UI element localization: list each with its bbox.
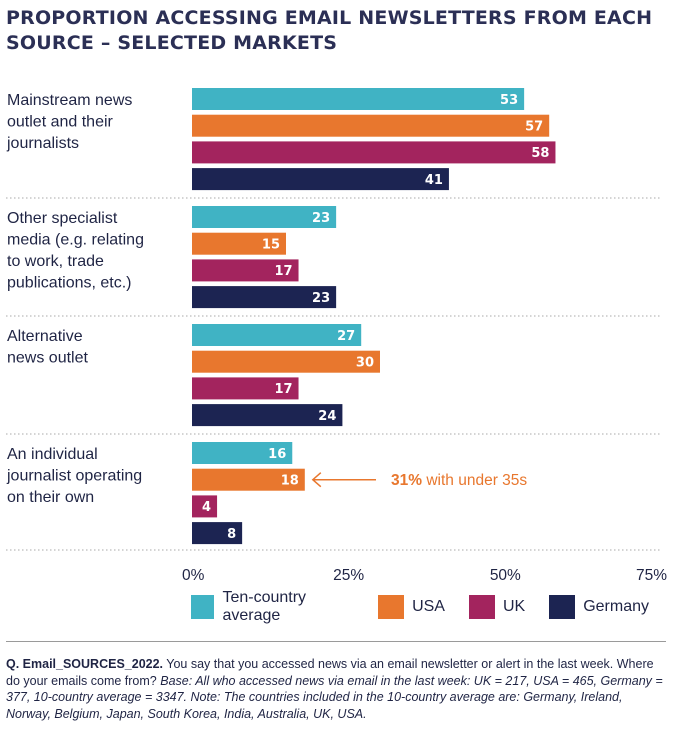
legend-swatch bbox=[549, 595, 576, 619]
question-id: Q. Email_SOURCES_2022. bbox=[6, 657, 164, 671]
bar-value-label: 41 bbox=[425, 173, 443, 188]
bar bbox=[192, 232, 286, 255]
bar-value-label: 8 bbox=[227, 527, 236, 542]
x-tick-label: 75% bbox=[636, 567, 667, 584]
footnote: Q. Email_SOURCES_2022. You say that you … bbox=[6, 656, 668, 722]
bar-value-label: 23 bbox=[312, 291, 330, 306]
bar-value-label: 17 bbox=[274, 382, 292, 397]
bar bbox=[192, 88, 525, 110]
legend-label: Germany bbox=[583, 598, 649, 615]
legend-swatch bbox=[191, 595, 215, 619]
bar-value-label: 17 bbox=[274, 264, 292, 279]
chart-legend: Ten-country average USA UK Germany bbox=[191, 589, 673, 624]
bar-value-label: 30 bbox=[356, 356, 374, 371]
bar bbox=[192, 468, 305, 491]
legend-item: Germany bbox=[549, 595, 649, 619]
bar bbox=[192, 522, 243, 545]
category-label: Other specialist media (e.g. relating to w… bbox=[7, 210, 144, 292]
legend-item: USA bbox=[378, 595, 445, 619]
x-tick-label: 25% bbox=[333, 567, 364, 584]
bar-value-label: 53 bbox=[500, 93, 518, 108]
legend-label: USA bbox=[412, 598, 445, 615]
x-tick-label: 0% bbox=[182, 567, 205, 584]
bar-value-label: 24 bbox=[318, 409, 336, 424]
bar bbox=[192, 495, 218, 518]
bar bbox=[192, 324, 362, 346]
bar-value-label: 16 bbox=[268, 447, 286, 462]
legend-label: Ten-country average bbox=[222, 589, 307, 624]
bar bbox=[192, 442, 293, 464]
bar bbox=[192, 141, 556, 164]
bar-chart: Mainstream news outlet and their journalis… bbox=[6, 88, 667, 584]
base-note: Base: All who accessed news via email in… bbox=[6, 673, 663, 721]
bar-value-label: 23 bbox=[312, 211, 330, 226]
bar-value-label: 57 bbox=[525, 120, 543, 135]
bar bbox=[192, 114, 550, 137]
category-label: Mainstream news outlet and their journalis… bbox=[6, 92, 132, 152]
legend-item: UK bbox=[468, 595, 526, 619]
bar bbox=[192, 404, 343, 427]
category-label: Alternative news outlet bbox=[7, 328, 88, 367]
bar bbox=[192, 350, 380, 373]
category-label: An individual journalist operating on thei… bbox=[6, 446, 142, 506]
chart-title: PROPORTION ACCESSING EMAIL NEWSLETTERS F… bbox=[6, 7, 653, 54]
legend-label: UK bbox=[502, 598, 526, 615]
bar-value-label: 18 bbox=[281, 474, 299, 489]
divider bbox=[6, 641, 666, 642]
bar bbox=[192, 286, 337, 309]
bar bbox=[192, 168, 449, 191]
bar bbox=[192, 259, 299, 282]
annotation-arrow-head bbox=[311, 472, 322, 488]
legend-item: Ten-country average bbox=[191, 589, 354, 625]
bar-value-label: 15 bbox=[262, 238, 280, 253]
bar-value-label: 58 bbox=[531, 146, 549, 161]
legend-swatch bbox=[378, 595, 405, 619]
question-text: You say that you accessed news via an em… bbox=[6, 657, 654, 688]
x-tick-label: 50% bbox=[490, 567, 521, 584]
legend-swatch bbox=[468, 595, 495, 619]
annotation-text: 31% with under 35s bbox=[391, 472, 527, 489]
bar bbox=[192, 206, 337, 228]
bar-value-label: 4 bbox=[202, 500, 211, 515]
bar-value-label: 27 bbox=[337, 329, 355, 344]
bar bbox=[192, 377, 299, 400]
